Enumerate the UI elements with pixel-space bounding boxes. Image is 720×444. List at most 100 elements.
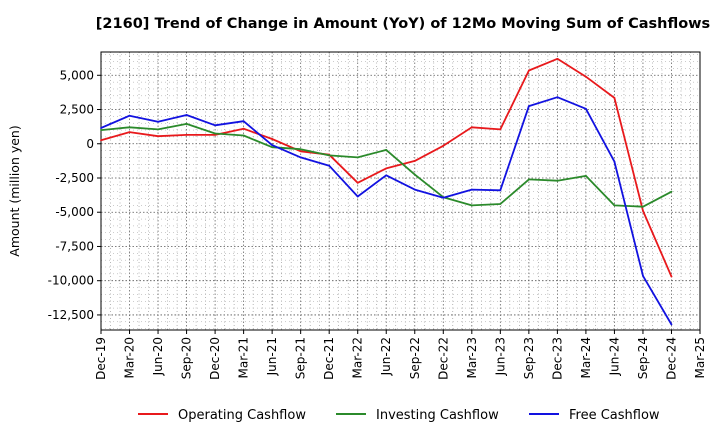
data-point xyxy=(556,96,559,99)
data-point xyxy=(527,105,530,107)
data-point xyxy=(499,203,502,205)
legend: Operating Cashflow Investing Cashflow Free… xyxy=(138,408,660,423)
x-tick-label: Mar-20 xyxy=(123,337,137,378)
data-point xyxy=(585,107,587,110)
data-point xyxy=(128,131,131,134)
data-point xyxy=(385,149,388,151)
data-point xyxy=(470,126,473,129)
x-tick-label: Dec-21 xyxy=(322,337,336,380)
data-point xyxy=(100,139,102,142)
x-tick-label: Mar-21 xyxy=(237,337,251,378)
data-point xyxy=(100,129,102,131)
data-point xyxy=(413,173,416,176)
data-point xyxy=(585,175,587,177)
data-point xyxy=(413,159,416,162)
data-point xyxy=(356,195,359,198)
x-tick-label: Dec-23 xyxy=(550,337,564,380)
x-tick-label: Mar-23 xyxy=(465,337,479,378)
plot-area: 5,000 2,500 0 -2,500 -5,000 -7,500 -10,000 -12,… xyxy=(48,51,707,380)
y-tick-label: -7,500 xyxy=(55,239,94,253)
data-point xyxy=(642,205,644,208)
data-point xyxy=(100,127,102,129)
y-tick-label: 0 xyxy=(86,137,94,151)
data-point xyxy=(585,75,587,78)
x-tick-label: Sep-20 xyxy=(180,337,194,379)
data-point xyxy=(299,148,302,151)
data-point xyxy=(214,132,216,135)
data-point xyxy=(527,178,530,181)
data-point xyxy=(157,128,159,131)
x-tick-label: Sep-21 xyxy=(294,337,308,379)
data-point xyxy=(328,164,331,167)
data-point xyxy=(214,124,216,127)
data-point xyxy=(299,156,302,159)
data-point xyxy=(499,128,502,131)
data-point xyxy=(470,188,473,191)
plot-frame xyxy=(100,51,701,331)
x-tick-label: Jun-20 xyxy=(151,337,165,376)
data-point xyxy=(271,144,274,147)
x-tick-label: Sep-22 xyxy=(408,337,422,379)
x-tick-label: Mar-25 xyxy=(693,337,707,378)
x-tick-label: Jun-22 xyxy=(379,337,393,376)
legend-label-operating-cashflow: Operating Cashflow xyxy=(178,408,306,423)
data-point xyxy=(670,323,673,326)
data-point xyxy=(385,167,388,170)
x-tick-label: Dec-24 xyxy=(664,337,678,380)
data-point xyxy=(128,114,131,117)
data-point xyxy=(128,126,131,129)
data-point xyxy=(157,135,159,138)
data-point xyxy=(642,275,644,277)
data-point xyxy=(271,138,274,140)
data-point xyxy=(271,146,274,149)
x-tick-label: Dec-20 xyxy=(208,337,222,380)
data-point xyxy=(556,179,559,182)
y-tick-label: -5,000 xyxy=(55,205,94,219)
x-tick-label: Mar-22 xyxy=(351,337,365,378)
data-point xyxy=(470,204,473,207)
x-tick-label: Dec-19 xyxy=(94,337,108,380)
data-point xyxy=(385,174,388,177)
data-point xyxy=(242,134,245,137)
x-tick-label: Mar-24 xyxy=(579,337,593,378)
data-point xyxy=(556,57,559,60)
legend-label-free-cashflow: Free Cashflow xyxy=(569,408,660,423)
data-point xyxy=(442,196,445,199)
x-tick-label: Dec-22 xyxy=(436,337,450,380)
x-tick-label: Jun-23 xyxy=(493,337,507,376)
y-tick-label: 5,000 xyxy=(60,68,94,82)
legend-label-investing-cashflow: Investing Cashflow xyxy=(376,408,499,423)
data-point xyxy=(642,209,644,212)
y-tick-label: 2,500 xyxy=(60,103,94,117)
data-point xyxy=(613,160,616,163)
data-point xyxy=(157,120,159,123)
data-point xyxy=(242,120,245,123)
data-point xyxy=(299,150,302,153)
data-point xyxy=(185,133,188,136)
data-point xyxy=(670,275,673,278)
data-point xyxy=(356,156,359,159)
x-tick-label: Sep-23 xyxy=(522,337,536,379)
x-tick-label: Sep-24 xyxy=(636,337,650,379)
y-tick-label: -10,000 xyxy=(48,274,94,288)
data-point xyxy=(613,96,616,99)
data-point xyxy=(670,190,673,193)
chart-title: [2160] Trend of Change in Amount (YoY) o… xyxy=(96,16,710,32)
data-point xyxy=(185,122,188,125)
y-tick-label: -12,500 xyxy=(48,308,94,322)
data-point xyxy=(413,188,416,191)
data-point xyxy=(527,69,530,72)
data-point xyxy=(185,114,188,116)
x-tick-label: Jun-21 xyxy=(265,337,279,376)
data-point xyxy=(499,189,502,192)
y-tick-label: -2,500 xyxy=(55,171,94,185)
y-axis-label: Amount (million yen) xyxy=(7,125,22,256)
data-point xyxy=(242,127,245,130)
data-point xyxy=(442,144,445,147)
data-point xyxy=(613,204,616,207)
data-point xyxy=(356,181,359,184)
data-point xyxy=(328,154,331,157)
x-tick-label: Jun-24 xyxy=(607,337,621,376)
